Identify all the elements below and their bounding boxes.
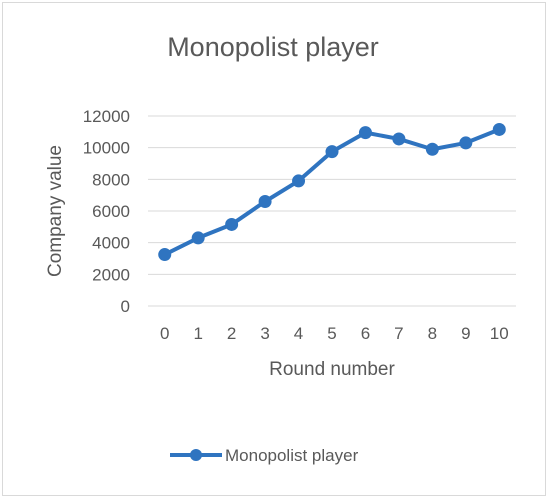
legend-marker-swatch [190,449,202,461]
data-point [459,136,473,150]
legend-label: Monopolist player [225,446,359,465]
y-tick-label: 8000 [92,170,130,189]
data-point [325,145,339,159]
x-axis-label: Round number [269,359,395,380]
y-tick-label: 6000 [92,202,130,221]
y-tick-labels: 0 2000 4000 6000 8000 10000 12000 [83,107,130,316]
data-point [358,126,372,140]
series-group [158,122,506,262]
x-tick-label: 6 [361,324,370,343]
data-point [292,174,306,188]
x-tick-label: 7 [394,324,403,343]
y-tick-label: 4000 [92,234,130,253]
data-point [392,132,406,146]
x-tick-label: 8 [428,324,437,343]
x-tick-label: 3 [260,324,269,343]
y-tick-label: 2000 [92,265,130,284]
x-tick-label: 5 [327,324,336,343]
y-tick-label: 0 [121,297,130,316]
y-tick-label: 10000 [83,139,130,158]
x-tick-labels: 0 1 2 3 4 5 6 7 8 9 10 [160,324,509,343]
x-tick-label: 0 [160,324,169,343]
chart-frame [2,2,546,496]
y-axis-label: Company value [45,145,66,277]
data-point [425,142,439,156]
x-tick-label: 2 [227,324,236,343]
chart-title: Monopolist player [167,32,379,62]
x-tick-label: 10 [490,324,509,343]
data-point [191,231,205,245]
data-point [158,248,172,262]
x-tick-label: 1 [193,324,202,343]
data-point [258,195,272,208]
legend: Monopolist player [170,446,359,465]
data-point [492,122,506,136]
y-tick-label: 12000 [83,107,130,126]
x-tick-label: 4 [294,324,303,343]
data-point [225,217,239,231]
x-tick-label: 9 [461,324,470,343]
